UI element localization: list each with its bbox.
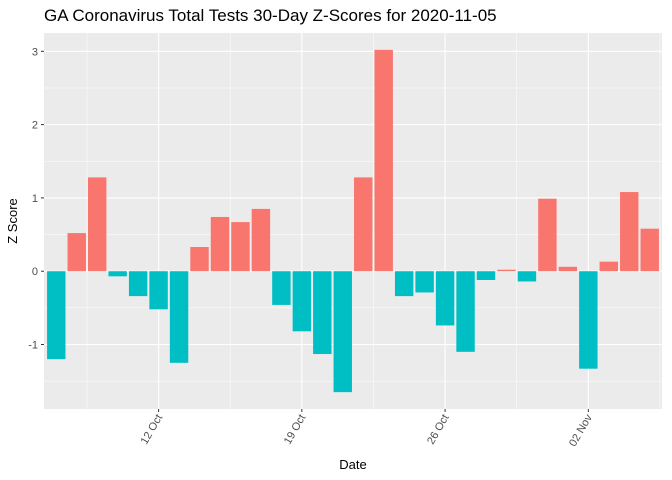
y-axis: -1 0 1 2 3 bbox=[28, 46, 44, 352]
bar-2020-10-29 bbox=[497, 269, 516, 272]
bar-2020-10-11 bbox=[128, 271, 148, 297]
bar-2020-10-10 bbox=[108, 271, 127, 277]
bar-2020-11-03 bbox=[599, 261, 619, 272]
x-tick-label: 19 Oct bbox=[282, 413, 309, 447]
bar-2020-10-15 bbox=[210, 216, 230, 272]
x-tick-label: 12 Oct bbox=[139, 413, 166, 447]
bar-2020-10-07 bbox=[47, 271, 66, 360]
y-tick-label: -1 bbox=[28, 340, 38, 352]
y-tick-label: 0 bbox=[32, 266, 38, 278]
bar-2020-11-01 bbox=[558, 266, 578, 272]
bar-2020-10-12 bbox=[149, 271, 168, 310]
y-axis-title: Z Score bbox=[5, 198, 20, 244]
bar-2020-10-22 bbox=[354, 177, 373, 272]
y-tick-label: 2 bbox=[32, 120, 38, 132]
bar-2020-10-25 bbox=[415, 271, 434, 293]
bar-2020-10-24 bbox=[394, 271, 414, 297]
bar-2020-11-02 bbox=[579, 271, 598, 369]
bar-2020-10-14 bbox=[190, 247, 209, 272]
bar-2020-10-18 bbox=[272, 271, 291, 305]
bars bbox=[47, 49, 659, 393]
x-axis-title: Date bbox=[339, 457, 366, 472]
bar-2020-10-08 bbox=[67, 233, 86, 272]
chart-title: GA Coronavirus Total Tests 30-Day Z-Scor… bbox=[44, 6, 497, 25]
bar-2020-11-05 bbox=[640, 228, 659, 272]
x-tick-label: 02 Nov bbox=[567, 412, 595, 449]
y-tick-label: 3 bbox=[32, 46, 38, 58]
bar-2020-10-26 bbox=[435, 271, 455, 326]
bar-2020-10-13 bbox=[169, 271, 189, 363]
bar-2020-10-28 bbox=[476, 271, 496, 281]
bar-2020-10-30 bbox=[517, 271, 537, 282]
bar-2020-10-27 bbox=[456, 271, 475, 352]
bar-2020-10-23 bbox=[374, 49, 393, 272]
bar-2020-10-20 bbox=[313, 271, 332, 355]
minor-gridlines bbox=[44, 33, 662, 409]
x-tick-label: 26 Oct bbox=[425, 413, 452, 447]
x-axis: 12 Oct 19 Oct 26 Oct 02 Nov bbox=[139, 409, 595, 449]
bar-2020-10-17 bbox=[251, 208, 271, 272]
bar-2020-10-19 bbox=[292, 271, 312, 332]
bar-2020-10-09 bbox=[87, 177, 107, 272]
bar-2020-10-31 bbox=[538, 198, 557, 272]
plot-panel bbox=[44, 33, 662, 409]
bar-2020-10-21 bbox=[333, 271, 352, 393]
bar-2020-10-16 bbox=[231, 222, 250, 272]
y-tick-label: 1 bbox=[32, 193, 38, 205]
bar-2020-11-04 bbox=[620, 192, 639, 272]
